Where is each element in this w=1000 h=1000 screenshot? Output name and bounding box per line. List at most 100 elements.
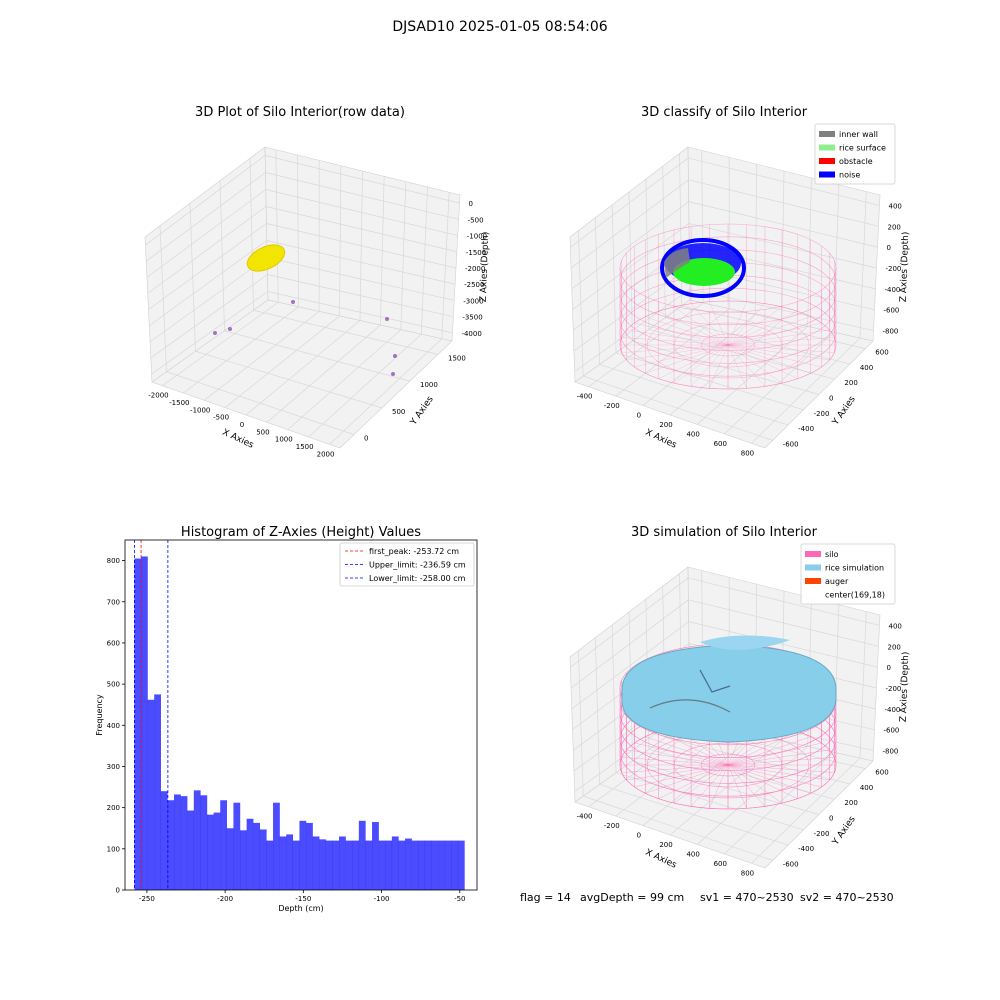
raw-point (393, 354, 397, 358)
raw-point (391, 372, 395, 376)
histogram-bar (147, 699, 155, 890)
flag-text: flag = 14 (520, 891, 571, 904)
histogram-y-ticks: 0 100 200 300 400 500 600 700 800 (107, 557, 125, 895)
z-tick-label: -1500 (466, 249, 486, 257)
classify-z-axis-label: Z Axies (Depth) (899, 232, 911, 303)
legend-label: first_peak: -253.72 cm (369, 547, 459, 556)
z-tick-label: 200 (888, 223, 901, 231)
classify-rice-surface (660, 238, 746, 298)
histogram-frame (124, 539, 478, 891)
histogram-bar (405, 838, 412, 890)
grid-line (267, 257, 455, 301)
simulation-3d-plot: 3D simulation of Silo Interior -400-2000… (569, 525, 911, 877)
histogram-bar (325, 840, 333, 890)
grid-line (632, 340, 820, 395)
histogram-x-axis-label: Depth (cm) (278, 904, 323, 913)
legend-swatch (805, 551, 821, 557)
grid-line (183, 306, 299, 394)
histogram-bar (378, 840, 386, 890)
grid-line (266, 223, 457, 269)
histogram-bar (279, 836, 287, 890)
z-tick-label: -600 (884, 307, 900, 315)
grid-line (149, 240, 268, 326)
z-tick-label: -200 (886, 265, 902, 273)
grid-line (145, 155, 266, 246)
grid-line (599, 364, 789, 426)
histogram-bar (372, 822, 379, 890)
grid-line (265, 189, 458, 236)
classify-x-axis-label: X Axies (644, 428, 679, 451)
histogram-bar (292, 840, 300, 890)
legend-swatch (819, 131, 835, 137)
classify-y-axis-label: Y Axies (830, 394, 858, 427)
simulation-z-axis-label: Z Axies (Depth) (899, 652, 911, 723)
grid-line (147, 206, 267, 294)
raw-z-axis-label: Z Axies (Depth) (479, 232, 491, 303)
grid-line (195, 350, 383, 409)
histogram-bar (253, 822, 261, 890)
y-tick-label: 0 (116, 887, 120, 895)
histogram-bar (187, 810, 195, 890)
grid-line (632, 760, 820, 815)
avg-depth-text: avgDepth = 99 cm (580, 891, 684, 904)
grid-line (681, 305, 866, 349)
z-tick-label: -800 (883, 328, 899, 336)
x-tick-label: 0 (637, 412, 641, 420)
y-tick-label: -600 (783, 860, 799, 868)
classify-z-ticks: 400 200 0 -200 -400 -600 -800 (883, 202, 902, 335)
grid-line (574, 288, 691, 372)
grid-line (688, 621, 878, 668)
histogram-bar (266, 840, 274, 890)
grid-line (570, 599, 689, 689)
grid-line (253, 309, 439, 355)
z-tick-label: -400 (885, 706, 901, 714)
y-tick-label: 300 (107, 763, 120, 771)
legend-label: rice surface (839, 144, 886, 153)
legend-swatch (819, 171, 835, 178)
classify-x-ticks: -400 -200 0 200 400 600 800 (577, 393, 754, 458)
histogram-y-axis-label: Frequency (95, 694, 104, 736)
y-tick-label: 200 (844, 799, 857, 807)
raw-x-axis-label: X Axies (221, 428, 256, 451)
simulation-rice-crest (700, 635, 790, 650)
histogram-bar (259, 829, 267, 890)
x-tick-label: -200 (604, 402, 620, 410)
z-tick-label: -3500 (462, 314, 482, 322)
x-tick-label: -250 (139, 895, 155, 903)
grid-line (204, 311, 320, 401)
legend-label: Lower_limit: -258.00 cm (369, 574, 466, 583)
y-tick-label: 600 (875, 769, 888, 777)
legend-label: silo (825, 550, 839, 559)
grid-line (265, 172, 459, 220)
raw-point (228, 327, 232, 331)
z-tick-label: 0 (887, 664, 891, 672)
histogram-bar (173, 794, 181, 890)
grid-line (689, 288, 874, 331)
histogram-bar (286, 834, 294, 890)
histogram-bars (134, 556, 465, 890)
z-tick-label: -3000 (463, 297, 483, 305)
silo-floor-ring (619, 300, 837, 390)
x-tick-label: -1000 (190, 406, 210, 414)
raw-plot-title: 3D Plot of Silo Interior(row data) (195, 105, 405, 120)
grid-line (145, 172, 266, 262)
histogram-bar (273, 802, 280, 890)
classify-surface-patch (673, 258, 735, 286)
grid-line (583, 375, 773, 441)
simulation-plot-title: 3D simulation of Silo Interior (631, 525, 818, 540)
grid-line (599, 784, 789, 846)
x-tick-label: -400 (577, 813, 593, 821)
y-tick-label: -200 (814, 830, 830, 838)
grid-line (688, 179, 879, 227)
y-tick-label: -400 (798, 845, 814, 853)
y-tick-label: 400 (860, 364, 873, 372)
x-tick-label: 400 (686, 430, 699, 438)
silo-floor-ring (646, 311, 810, 379)
grid-line (570, 577, 689, 668)
histogram-bar (233, 802, 241, 890)
grid-line (166, 371, 355, 435)
grid-line (688, 201, 878, 248)
x-tick-label: 600 (714, 440, 727, 448)
